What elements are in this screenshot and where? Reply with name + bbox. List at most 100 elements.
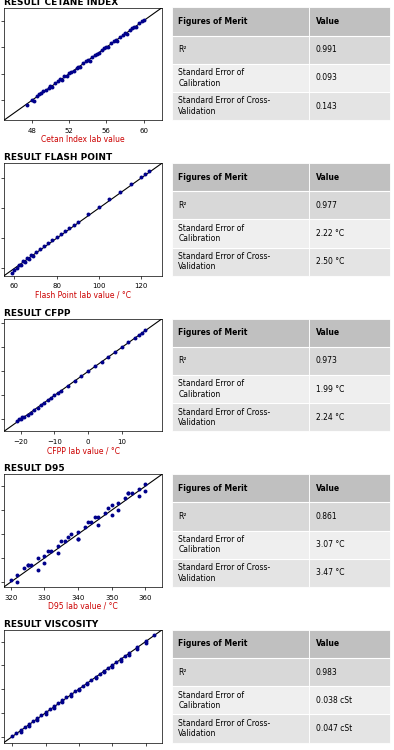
Text: R²: R² [178,201,187,210]
Point [89,50,95,62]
Point [61,70,68,82]
Point [41,240,47,252]
Text: Standard Error of Cross-
Validation: Standard Error of Cross- Validation [178,718,270,738]
Bar [171,248,309,276]
Bar [309,686,390,714]
Point [28,406,34,418]
Point [140,14,147,26]
Text: Value: Value [316,328,340,338]
Text: 0.991: 0.991 [316,45,338,54]
Point [24,560,31,572]
Point [41,397,48,409]
Point [117,186,123,198]
Point [33,90,40,102]
Point [14,415,20,427]
Point [26,718,32,730]
Point [21,562,27,574]
Point [125,488,132,500]
Bar [309,191,390,220]
Point [121,650,128,662]
Text: 0.973: 0.973 [316,356,338,365]
Point [18,413,24,425]
Point [108,38,114,50]
Point [58,536,64,548]
Bar [309,530,390,559]
Point [76,684,82,696]
Point [30,251,37,262]
Text: Figures of Merit: Figures of Merit [178,17,247,26]
Text: R²: R² [178,356,187,365]
Point [136,17,142,29]
Point [125,488,132,500]
Point [49,234,56,246]
Point [92,49,98,61]
Point [96,201,102,213]
Point [122,27,128,39]
Point [48,392,54,404]
Point [45,394,51,406]
Bar [171,319,309,346]
Point [106,194,113,206]
Point [103,40,110,53]
Bar [171,375,309,404]
Text: Figures of Merit: Figures of Merit [178,484,247,493]
Point [75,61,82,73]
Point [36,88,43,100]
Text: RESULT CETANE INDEX: RESULT CETANE INDEX [4,0,118,7]
Bar [309,92,390,120]
Text: 0.977: 0.977 [316,201,338,210]
Bar [171,686,309,714]
Point [105,41,112,53]
Point [129,22,136,34]
Point [45,82,52,94]
Point [80,680,86,692]
Text: Standard Error of
Calibration: Standard Error of Calibration [178,224,244,243]
Bar [171,346,309,375]
Point [55,540,61,552]
Point [88,516,95,528]
Point [45,237,51,249]
Point [15,260,22,272]
Text: R²: R² [178,45,187,54]
Text: 0.861: 0.861 [316,512,337,521]
Bar [171,8,309,36]
Point [7,574,14,586]
X-axis label: CFPP lab value / °C: CFPP lab value / °C [46,446,119,455]
Point [120,28,126,40]
Point [142,167,149,179]
Point [142,325,149,337]
Bar [171,36,309,64]
Text: 2.50 °C: 2.50 °C [316,257,344,266]
Text: RESULT FLASH POINT: RESULT FLASH POINT [4,153,112,162]
Text: R²: R² [178,668,187,676]
Text: 0.047 cSt: 0.047 cSt [316,724,352,733]
Bar [309,559,390,587]
Point [43,706,49,718]
Text: Figures of Merit: Figures of Merit [178,172,247,182]
Point [96,47,102,59]
Point [124,28,130,40]
Point [126,24,133,36]
Bar [309,714,390,742]
Point [14,576,20,588]
Bar [309,319,390,346]
Point [58,74,65,86]
Point [95,518,101,530]
Point [139,327,145,339]
Point [142,478,149,490]
Bar [171,163,309,191]
Bar [171,714,309,742]
Point [30,716,36,728]
Point [139,16,145,28]
Point [9,267,15,279]
Point [142,485,149,497]
Text: 0.143: 0.143 [316,102,338,111]
Point [80,57,86,69]
Text: Standard Error of Cross-
Validation: Standard Error of Cross- Validation [178,97,270,116]
Point [55,75,61,87]
Point [66,68,72,80]
Point [71,219,77,231]
Point [22,721,28,733]
Text: 3.47 °C: 3.47 °C [316,568,344,578]
Point [74,216,81,228]
